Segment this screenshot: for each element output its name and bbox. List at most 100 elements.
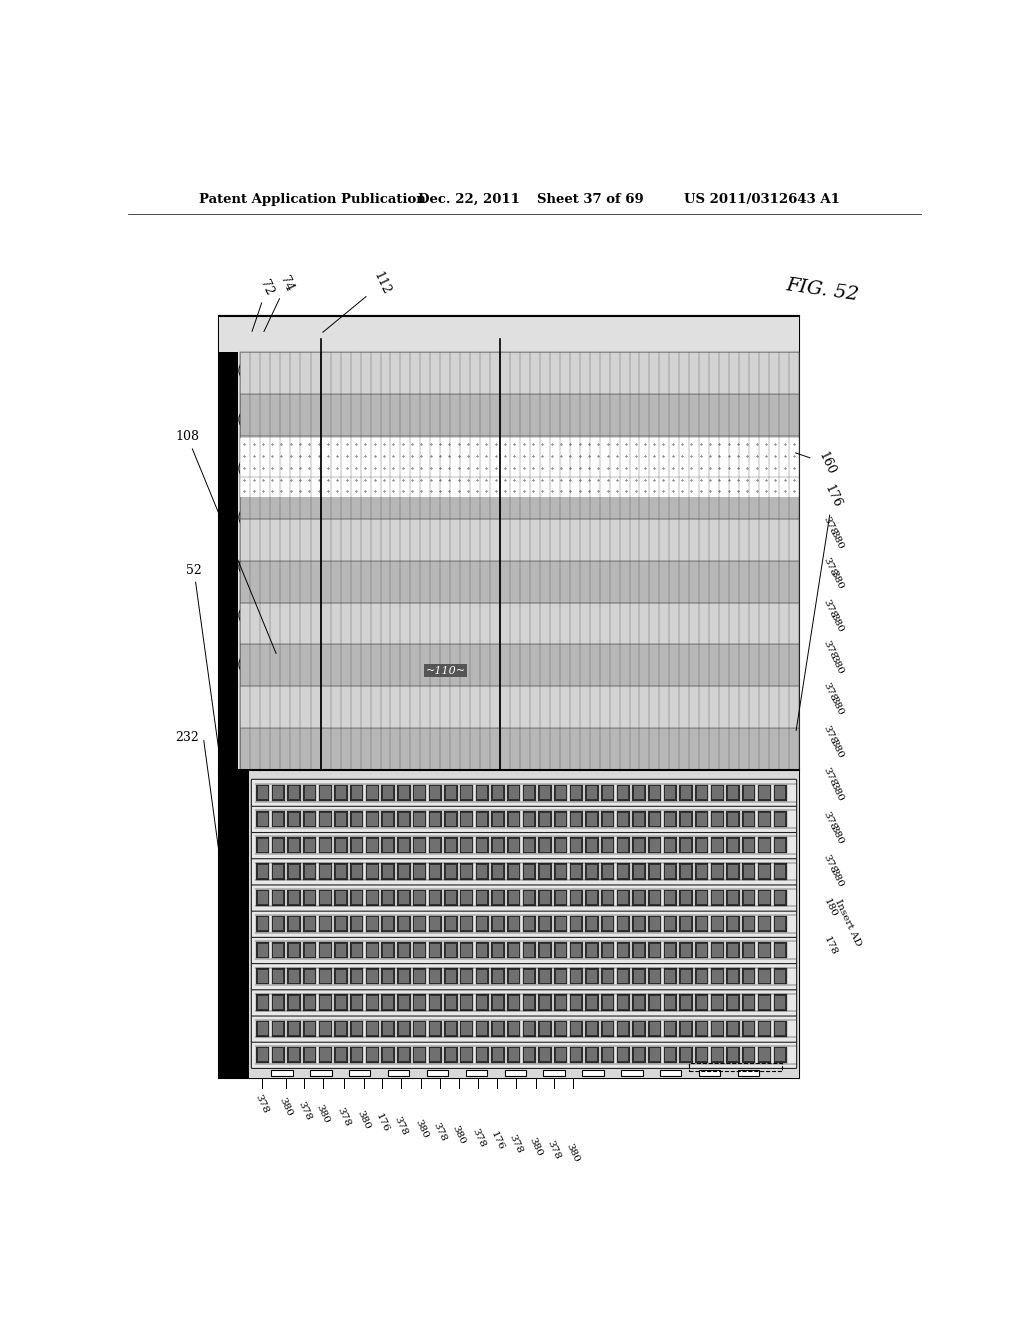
Bar (492, 994, 505, 1011)
Bar (258, 970, 268, 983)
Bar (428, 863, 442, 879)
Bar (713, 944, 723, 957)
FancyBboxPatch shape (251, 832, 797, 859)
Bar (666, 891, 676, 904)
Circle shape (239, 557, 254, 576)
Bar (648, 890, 662, 906)
Bar (509, 1048, 519, 1061)
Bar (413, 916, 426, 932)
Bar (775, 917, 785, 931)
Bar (349, 1069, 371, 1076)
Bar (666, 813, 676, 825)
Bar (271, 863, 285, 879)
Bar (413, 837, 426, 853)
Bar (460, 968, 473, 985)
Bar (271, 890, 285, 906)
Bar (462, 865, 472, 878)
Bar (288, 968, 301, 985)
Bar (493, 997, 503, 1008)
Bar (633, 1047, 646, 1063)
Bar (415, 787, 425, 800)
Bar (569, 1047, 583, 1063)
Bar (383, 813, 393, 825)
Bar (648, 784, 662, 801)
Bar (633, 784, 646, 801)
Bar (681, 891, 691, 904)
Bar (681, 1048, 691, 1061)
Bar (303, 994, 316, 1011)
Bar (728, 997, 738, 1008)
Bar (336, 1022, 346, 1035)
Bar (477, 1022, 487, 1035)
Bar (556, 813, 565, 825)
Bar (413, 863, 426, 879)
Bar (540, 1022, 550, 1035)
Bar (554, 837, 567, 853)
Bar (554, 942, 567, 958)
Bar (475, 890, 488, 906)
Bar (321, 944, 331, 957)
Bar (444, 863, 458, 879)
Bar (493, 838, 503, 851)
Bar (366, 942, 379, 958)
Bar (556, 838, 565, 851)
Bar (335, 890, 348, 906)
Bar (382, 837, 395, 853)
Bar (477, 865, 487, 878)
Bar (318, 810, 332, 828)
Bar (509, 997, 519, 1008)
Text: 380: 380 (278, 1097, 294, 1118)
Bar (648, 810, 662, 828)
Bar (758, 890, 771, 906)
Bar (289, 970, 299, 983)
Bar (368, 787, 378, 800)
Bar (726, 810, 739, 828)
Bar (509, 865, 519, 878)
Bar (368, 997, 378, 1008)
Bar (397, 784, 411, 801)
Bar (397, 942, 411, 958)
Bar (288, 994, 301, 1011)
Bar (696, 838, 707, 851)
Bar (271, 784, 285, 801)
Bar (445, 1048, 456, 1061)
Bar (602, 1022, 612, 1035)
Bar (444, 916, 458, 932)
Bar (760, 891, 770, 904)
Bar (695, 916, 709, 932)
Bar (649, 787, 659, 800)
Bar (601, 968, 614, 985)
Bar (775, 838, 785, 851)
Bar (666, 1022, 676, 1035)
Bar (351, 838, 361, 851)
Bar (758, 994, 771, 1011)
Bar (540, 1048, 550, 1061)
Bar (544, 1069, 565, 1076)
Bar (743, 1022, 754, 1035)
Bar (445, 1022, 456, 1035)
Text: 378: 378 (546, 1139, 562, 1162)
Bar (350, 890, 364, 906)
Bar (445, 944, 456, 957)
FancyBboxPatch shape (251, 937, 797, 964)
Bar (524, 865, 535, 878)
Bar (383, 1022, 393, 1035)
Bar (713, 891, 723, 904)
Bar (649, 1048, 659, 1061)
Bar (398, 787, 409, 800)
Bar (618, 787, 629, 800)
Bar (664, 968, 677, 985)
Bar (633, 994, 646, 1011)
Bar (695, 942, 709, 958)
Bar (648, 1047, 662, 1063)
Bar (273, 865, 284, 878)
Text: Patent Application Publication: Patent Application Publication (200, 193, 426, 206)
Bar (524, 1022, 535, 1035)
Text: 380: 380 (413, 1118, 430, 1139)
Bar (524, 891, 535, 904)
Bar (318, 863, 332, 879)
Text: 380: 380 (828, 738, 845, 760)
Bar (413, 1047, 426, 1063)
Bar (475, 810, 488, 828)
Bar (522, 994, 536, 1011)
